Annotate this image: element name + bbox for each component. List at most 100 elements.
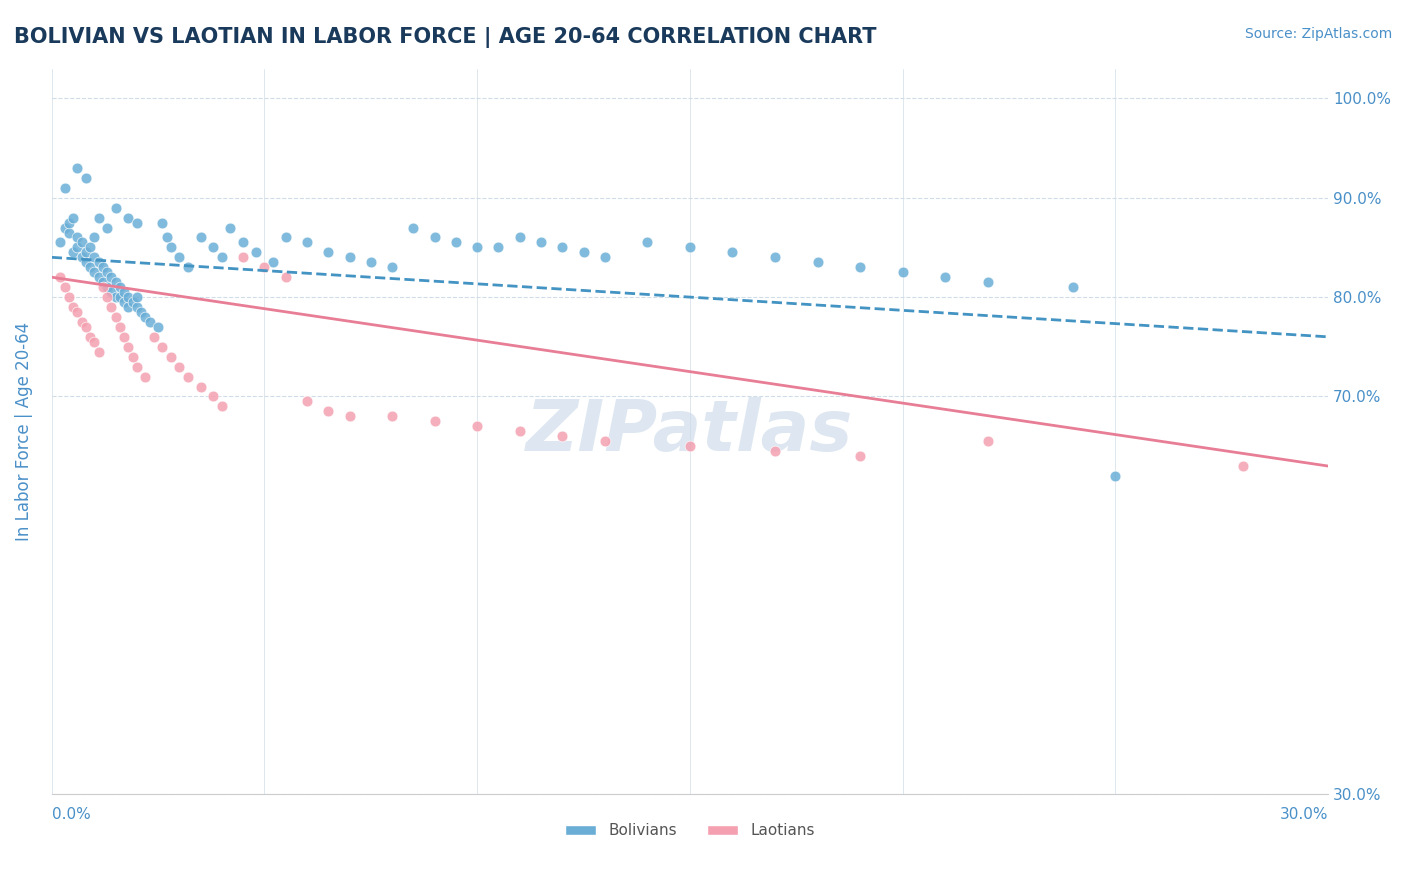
Point [49,235,72,250]
Point [117,300,139,314]
Point [125,216,148,230]
Point [79,330,101,344]
Point [142,330,165,344]
Point [160,240,183,254]
Point [169,251,191,265]
Point [593,434,616,449]
Point [339,251,361,265]
Point [87,255,110,269]
Point [465,240,488,254]
Point [211,400,233,414]
Point [295,394,318,409]
Point [593,251,616,265]
Point [96,280,118,294]
Point [104,310,127,324]
Point [117,211,139,225]
Legend: Bolivians, Laotians: Bolivians, Laotians [560,817,821,845]
Point [75,319,97,334]
Point [70,315,93,329]
Point [70,251,93,265]
Point [134,369,156,384]
Point [274,230,297,244]
Point [1232,458,1254,473]
Point [108,319,131,334]
Point [91,275,114,289]
Point [849,260,872,275]
Point [112,295,135,310]
Point [977,275,1000,289]
Point [104,201,127,215]
Point [262,255,284,269]
Point [112,330,135,344]
Point [636,235,658,250]
Point [83,251,105,265]
Point [339,409,361,424]
Point [121,350,143,364]
Point [58,216,80,230]
Point [202,240,225,254]
Point [211,251,233,265]
Point [62,245,84,260]
Point [423,414,446,428]
Point [134,310,156,324]
Point [104,275,127,289]
Point [75,245,97,260]
Point [62,211,84,225]
Point [402,220,425,235]
Point [551,240,574,254]
Point [87,270,110,285]
Point [763,444,786,458]
Point [721,245,744,260]
Point [87,211,110,225]
Point [806,255,828,269]
Point [66,161,89,175]
Point [202,389,225,403]
Point [381,409,404,424]
Point [150,340,173,354]
Point [488,240,510,254]
Point [117,290,139,304]
Point [125,359,148,374]
Point [274,270,297,285]
Point [83,334,105,349]
Point [253,260,276,275]
Point [70,235,93,250]
Point [125,290,148,304]
Point [96,265,118,279]
Point [53,220,76,235]
Point [530,235,553,250]
Point [444,235,467,250]
Point [53,181,76,195]
Point [316,404,339,418]
Point [219,220,242,235]
Point [108,280,131,294]
Point [177,260,200,275]
Text: 0.0%: 0.0% [52,807,90,822]
Point [100,285,122,300]
Point [160,350,183,364]
Point [66,240,89,254]
Point [295,235,318,250]
Point [177,369,200,384]
Point [91,260,114,275]
Point [62,300,84,314]
Point [169,359,191,374]
Point [245,245,267,260]
Point [551,429,574,443]
Point [316,245,339,260]
Point [108,290,131,304]
Point [190,230,212,244]
Point [1104,469,1126,483]
Point [360,255,382,269]
Text: ZIPatlas: ZIPatlas [526,397,853,466]
Point [100,300,122,314]
Point [138,315,160,329]
Point [53,280,76,294]
Point [104,290,127,304]
Point [96,290,118,304]
Point [129,305,152,319]
Point [117,340,139,354]
Point [75,255,97,269]
Point [232,251,254,265]
Point [156,230,179,244]
